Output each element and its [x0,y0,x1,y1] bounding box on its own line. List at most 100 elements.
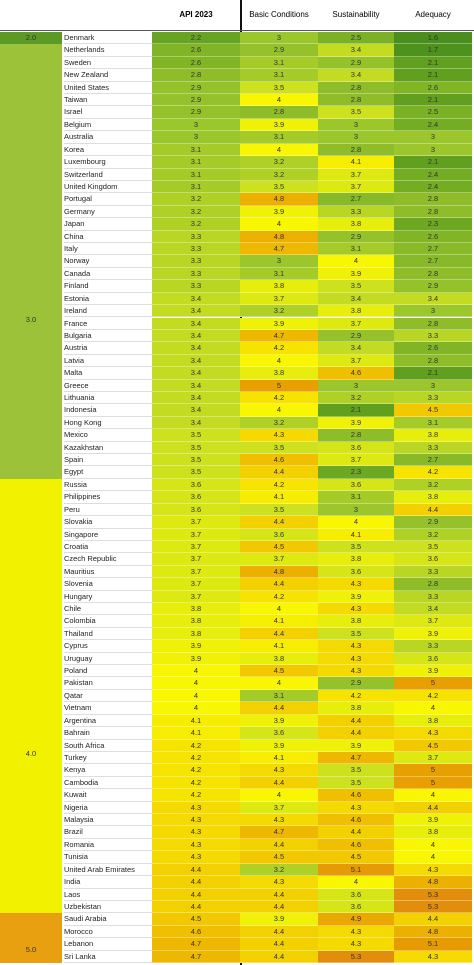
score-cell: 4.5 [240,540,318,554]
score-cell: 3.8 [152,615,240,628]
score-cell: 4.7 [152,938,240,951]
score-cell: 3.1 [240,689,318,703]
score-cell: 3.7 [318,168,394,181]
score-cell: 4.1 [240,640,318,653]
country: Belgium [64,119,152,132]
score-cell: 4.8 [240,230,318,244]
country: Laos [64,889,152,901]
score-cell: 2.9 [394,516,472,529]
score-cell: 3.7 [240,292,318,306]
score-cell: 3.1 [240,267,318,281]
score-cell: 4.6 [318,814,394,827]
band-label: 3.0 [25,314,37,324]
score-cell: 1.7 [394,44,472,57]
score-cell: 3.3 [152,267,240,281]
score-cell: 3.9 [318,739,394,752]
score-cell: 2.3 [318,466,394,479]
score-cell: 3.7 [240,801,318,815]
score-cell: 4 [318,516,394,529]
score-cell: 3.8 [240,652,318,666]
score-cell: 4.5 [394,739,472,752]
score-cell: 4.2 [318,689,394,703]
score-cell: 3.2 [240,305,318,318]
score-cell: 4 [240,354,318,368]
score-cell: 2.6 [152,44,240,57]
score-cell: 1.6 [394,32,472,45]
country: Australia [64,131,152,144]
score-cell: 3.8 [152,603,240,616]
country: Netherlands [64,44,152,57]
score-cell: 3.5 [152,441,240,455]
score-cell: 3.8 [318,553,394,566]
score-cell: 2.8 [394,354,472,368]
score-cell: 3.4 [318,342,394,355]
score-cell: 5 [394,677,472,690]
column-header: Adequacy [415,10,451,19]
country: Brazil [64,826,152,839]
score-cell: 3 [394,379,472,392]
country: Sri Lanka [64,951,152,963]
score-cell: 4.8 [394,925,472,939]
score-cell: 3.3 [152,230,240,244]
score-cell: 3.8 [240,367,318,380]
country: Colombia [64,615,152,628]
score-cell: 3.3 [394,565,472,579]
score-cell: 2.8 [318,94,394,107]
score-cell: 3.6 [240,727,318,740]
score-cell: 5.1 [318,863,394,877]
score-cell: 2.6 [394,230,472,244]
score-cell: 4.7 [318,751,394,765]
score-cell: 3.3 [394,391,472,405]
score-cell: 4 [240,789,318,802]
score-cell: 3.6 [318,888,394,901]
score-cell: 2.7 [318,193,394,206]
score-cell: 4.4 [318,826,394,839]
score-cell: 4.4 [152,863,240,877]
score-cell: 3.4 [152,292,240,306]
band [0,44,62,479]
score-cell: 3.7 [318,180,394,194]
score-cell: 3.1 [152,180,240,194]
score-cell: 3.8 [318,615,394,628]
score-cell: 3.4 [318,292,394,306]
score-cell: 3.2 [394,478,472,492]
country: Denmark [64,32,152,45]
score-cell: 3.3 [394,640,472,653]
country: Tunisia [64,851,152,864]
score-cell: 3.9 [240,714,318,728]
score-cell: 4.1 [240,615,318,628]
score-cell: 4 [152,665,240,678]
score-cell: 3.5 [318,764,394,777]
score-cell: 4 [240,603,318,616]
score-cell: 3.4 [152,329,240,343]
score-cell: 3.9 [394,814,472,827]
score-cell: 3.3 [152,243,240,256]
score-cell: 2.8 [394,205,472,219]
country: Japan [64,218,152,231]
score-cell: 4.2 [152,776,240,790]
country: Portugal [64,193,152,206]
country: Thailand [64,628,152,641]
country: Pakistan [64,677,152,690]
country: Kuwait [64,789,152,802]
score-cell: 4.1 [318,156,394,169]
score-cell: 4 [240,143,318,157]
score-cell: 2.8 [240,106,318,119]
score-cell: 3.7 [152,565,240,579]
score-cell: 4.3 [240,764,318,777]
country: Philippines [64,491,152,504]
score-cell: 3.3 [318,205,394,219]
score-cell: 2.8 [318,81,394,95]
score-cell: 4.3 [240,814,318,827]
score-cell: 4.8 [240,193,318,206]
score-cell: 4.1 [240,751,318,765]
score-cell: 3.7 [152,516,240,529]
score-cell: 3.3 [394,590,472,603]
score-cell: 4.2 [240,342,318,355]
score-cell: 3.8 [394,826,472,839]
score-cell: 3.9 [152,652,240,666]
score-cell: 4.1 [152,727,240,740]
score-cell: 3.7 [318,317,394,330]
score-cell: 4.3 [318,603,394,616]
score-cell: 3.7 [152,553,240,566]
